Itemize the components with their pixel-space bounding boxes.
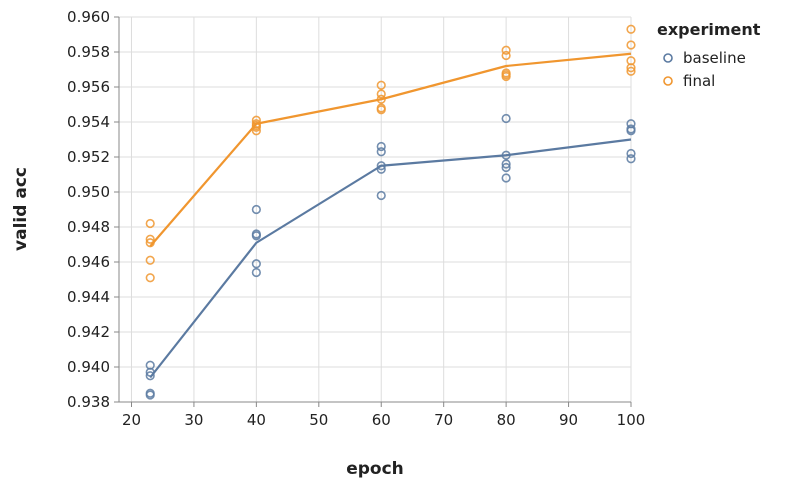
baseline-point — [376, 161, 386, 171]
baseline-point — [376, 164, 386, 174]
baseline-point — [501, 162, 511, 173]
y-tick-label: 0.938 — [67, 393, 110, 411]
final-point — [626, 66, 636, 76]
baseline-point — [376, 141, 386, 152]
baseline-point — [501, 150, 511, 160]
final-point — [251, 126, 261, 136]
y-tick-label: 0.942 — [67, 323, 110, 341]
final-point — [376, 94, 386, 104]
final-point — [626, 24, 636, 34]
final-point — [376, 89, 386, 99]
final-line — [149, 52, 632, 247]
baseline-point — [251, 231, 261, 241]
series-layer — [145, 24, 636, 400]
baseline-point — [145, 390, 155, 400]
y-tick-label: 0.960 — [67, 8, 110, 26]
x-tick-label: 30 — [184, 411, 203, 429]
final-point — [501, 50, 511, 61]
final-point — [145, 273, 155, 283]
y-tick-label: 0.958 — [67, 43, 110, 61]
baseline-point — [145, 367, 155, 377]
y-axis: 0.938 0.940 0.942 0.944 0.946 0.948 0.950 0.952… — [67, 8, 120, 411]
baseline-point — [376, 190, 386, 201]
final-point — [145, 234, 155, 244]
baseline-point — [626, 126, 636, 136]
x-axis-title: epoch — [346, 459, 404, 479]
baseline-point — [145, 371, 155, 381]
x-tick-label: 80 — [497, 411, 516, 429]
legend-marker-baseline — [663, 53, 673, 63]
series-baseline — [145, 113, 636, 400]
final-point — [501, 71, 511, 82]
x-tick-label: 90 — [559, 411, 578, 429]
legend-marker-final — [663, 76, 673, 86]
y-tick-label: 0.950 — [67, 183, 110, 201]
final-point — [376, 105, 386, 115]
x-tick-label: 40 — [247, 411, 266, 429]
baseline-point — [251, 267, 261, 278]
baseline-point — [626, 148, 636, 159]
y-tick-label: 0.944 — [67, 288, 110, 306]
baseline-point — [501, 173, 511, 183]
x-tick-label: 70 — [434, 411, 453, 429]
baseline-point — [626, 154, 636, 164]
legend-label-baseline: baseline — [683, 49, 746, 67]
baseline-point — [251, 259, 261, 269]
legend-label-final: final — [683, 72, 715, 90]
y-tick-label: 0.948 — [67, 218, 110, 236]
final-point — [251, 122, 261, 132]
x-tick-label: 50 — [309, 411, 328, 429]
baseline-point — [251, 204, 261, 215]
y-axis-title: valid acc — [11, 167, 31, 251]
baseline-point — [501, 113, 511, 124]
y-tick-label: 0.940 — [67, 358, 110, 376]
baseline-point — [376, 147, 386, 157]
final-point — [145, 238, 155, 248]
x-axis: 20 30 40 50 60 70 80 90 100 — [119, 401, 646, 429]
baseline-point — [501, 159, 511, 169]
x-tick-label: 100 — [617, 411, 646, 429]
legend: experiment baseline final — [657, 20, 761, 90]
final-point — [626, 40, 636, 50]
final-point — [376, 80, 386, 90]
legend-title: experiment — [657, 20, 761, 39]
baseline-line — [149, 138, 632, 379]
y-tick-label: 0.956 — [67, 78, 110, 96]
y-tick-label: 0.954 — [67, 113, 110, 131]
final-point — [501, 45, 511, 55]
x-tick-label: 60 — [372, 411, 391, 429]
y-tick-label: 0.946 — [67, 253, 110, 271]
x-tick-label: 20 — [122, 411, 141, 429]
final-point — [145, 255, 155, 265]
series-final — [145, 24, 636, 283]
final-point — [626, 63, 636, 73]
grid — [119, 16, 632, 403]
final-point — [145, 218, 155, 229]
y-tick-label: 0.952 — [67, 148, 110, 166]
